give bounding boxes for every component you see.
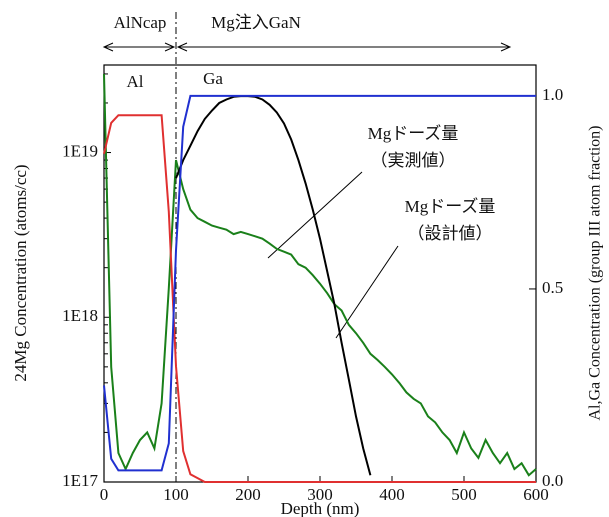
annotation: Mgドーズ量 [368, 124, 459, 143]
region-label: Mg注入GaN [211, 13, 301, 32]
leader-line [335, 245, 399, 339]
x-tick-label: 600 [523, 485, 549, 504]
region-label: AlNcap [114, 13, 167, 32]
y-tick-label: 1E17 [62, 471, 98, 490]
x-tick-label: 300 [307, 485, 333, 504]
arrow-head [164, 42, 176, 52]
y-tick-label: 1E19 [62, 141, 98, 160]
data-line [103, 114, 536, 483]
annotation: （実測値） [371, 151, 456, 170]
arrow-head [176, 42, 188, 52]
x-tick-label: 0 [100, 485, 109, 504]
y-axis-label: 24Mg Concentration (atoms/cc) [11, 164, 30, 381]
x-tick-label: 400 [379, 485, 405, 504]
y2-tick-label: 1.0 [542, 85, 563, 104]
y2-tick-label: 0.0 [542, 471, 563, 490]
x-tick-label: 500 [451, 485, 477, 504]
data-line [103, 94, 536, 472]
series-label: Ga [203, 69, 223, 88]
y2-axis-label: Al,Ga Concentration (group III atom frac… [587, 125, 604, 420]
data-line [103, 73, 537, 477]
arrow-head [102, 42, 114, 52]
data-line [175, 95, 372, 476]
x-tick-label: 200 [235, 485, 261, 504]
x-axis-label: Depth (nm) [281, 499, 360, 517]
y2-tick-label: 0.5 [542, 278, 563, 297]
y-tick-label: 1E18 [62, 306, 98, 325]
arrow-head [500, 42, 512, 52]
series-label: Al [127, 72, 144, 91]
annotation: （設計値） [408, 224, 493, 243]
annotation: Mgドーズ量 [405, 197, 496, 216]
x-tick-label: 100 [163, 485, 189, 504]
